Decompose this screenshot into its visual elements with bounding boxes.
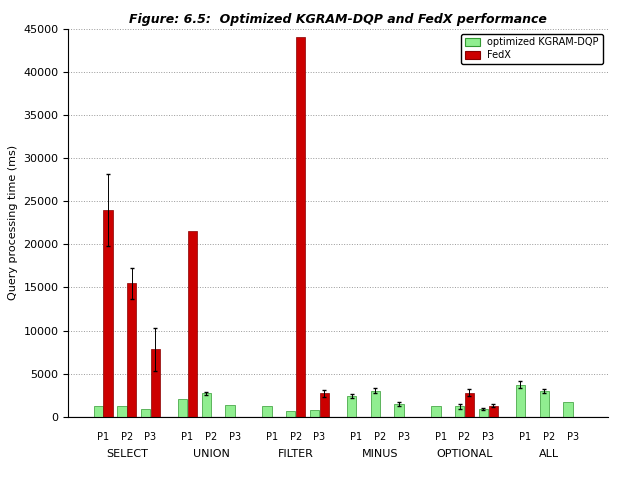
Bar [455,406,464,417]
Text: P3: P3 [313,432,326,442]
Bar [202,393,211,417]
Bar [347,396,356,417]
Text: P2: P2 [205,432,218,442]
Text: P2: P2 [374,432,386,442]
Bar [432,406,441,417]
Text: P3: P3 [229,432,241,442]
Text: P1: P1 [350,432,363,442]
Text: P2: P2 [543,432,555,442]
Text: SELECT: SELECT [106,449,148,459]
Bar [141,409,150,417]
Legend: optimized KGRAM-DQP, FedX: optimized KGRAM-DQP, FedX [461,34,603,64]
Bar [465,393,474,417]
Text: ALL: ALL [539,449,559,459]
Text: OPTIONAL: OPTIONAL [436,449,493,459]
Text: P1: P1 [520,432,531,442]
Text: P1: P1 [266,432,278,442]
Bar [188,231,197,417]
Text: P3: P3 [482,432,494,442]
Text: P1: P1 [182,432,193,442]
Bar [117,406,126,417]
Bar [178,399,187,417]
Bar [127,283,136,417]
Bar [226,405,234,417]
Bar [296,37,305,417]
Bar [489,406,498,417]
Text: UNION: UNION [193,449,229,459]
Text: P3: P3 [144,432,156,442]
Text: FILTER: FILTER [278,449,314,459]
Bar [104,210,113,417]
Text: P3: P3 [567,432,579,442]
Bar [516,385,525,417]
Text: P2: P2 [290,432,302,442]
Bar [539,391,549,417]
Bar [94,406,103,417]
Text: MINUS: MINUS [362,449,399,459]
Bar [286,411,296,417]
Bar [479,409,488,417]
Text: P1: P1 [97,432,109,442]
Bar [394,404,404,417]
Text: P2: P2 [121,432,133,442]
Bar [262,406,272,417]
Bar [563,402,572,417]
Bar [371,391,380,417]
Text: P2: P2 [458,432,471,442]
Bar [319,393,329,417]
Bar [151,350,160,417]
Text: P1: P1 [435,432,447,442]
Y-axis label: Query processing time (ms): Query processing time (ms) [8,145,18,300]
Bar [310,410,319,417]
Title: Figure: 6.5:  Optimized KGRAM-DQP and FedX performance: Figure: 6.5: Optimized KGRAM-DQP and Fed… [129,13,547,26]
Text: P3: P3 [398,432,410,442]
